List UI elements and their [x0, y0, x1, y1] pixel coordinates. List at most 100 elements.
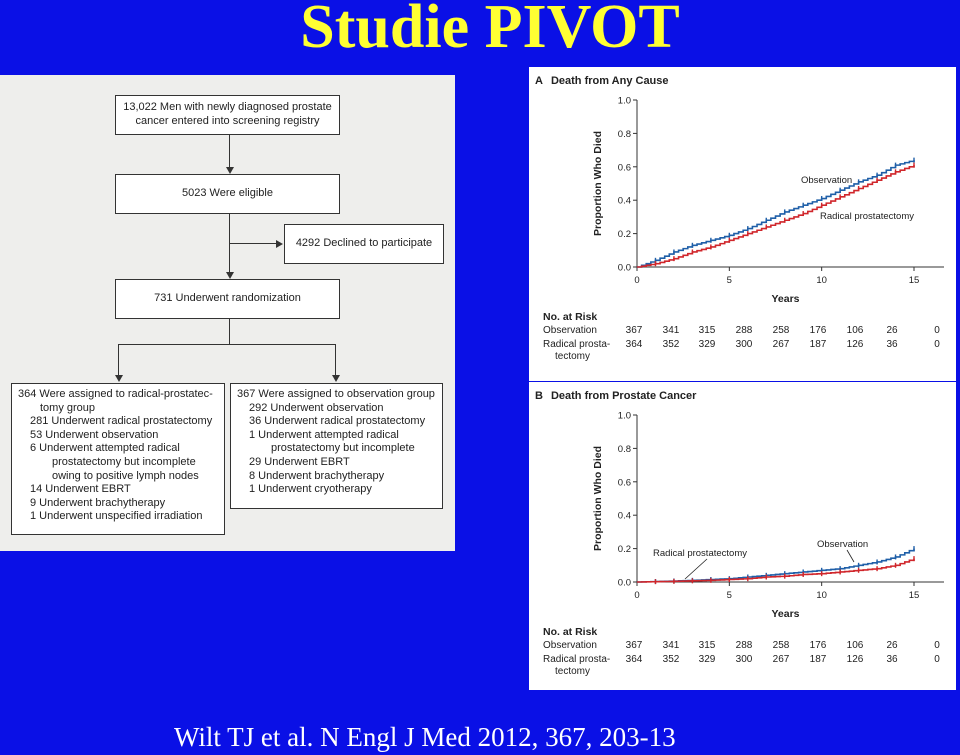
slide-title: Studie PIVOT: [300, 0, 680, 61]
x-tick-label: 5: [727, 590, 732, 601]
risk-table-any-cause: No. at Risk Observation 367 341 315 288 258 176…: [529, 311, 956, 381]
risk-count: 176: [809, 640, 827, 651]
risk-count: 267: [772, 654, 790, 665]
radical-prostatectomy-arm-box: 364 Were assigned to radical-prostatec- …: [11, 383, 225, 535]
arm-line: 1 Underwent unspecified irradiation: [30, 510, 203, 523]
arrow-down-icon: [225, 167, 234, 174]
y-tick-label: 0.4: [618, 511, 631, 522]
arm-line: 292 Underwent observation: [249, 401, 384, 414]
curve-annotation: Observation: [817, 539, 868, 550]
randomization-box: 731 Underwent randomization: [115, 279, 340, 319]
risk-count: 315: [698, 325, 716, 336]
risk-count: 0: [934, 640, 940, 651]
arm-line: 6 Underwent attempted radical: [30, 442, 180, 455]
risk-count: 329: [698, 654, 716, 665]
panel-label: A: [535, 75, 543, 87]
risk-count: 36: [886, 339, 898, 350]
series-line-observation: [637, 160, 915, 268]
x-tick-label: 10: [816, 275, 827, 286]
arrow-down-icon: [225, 272, 234, 279]
risk-row-label: Observation: [543, 325, 597, 336]
y-tick-label: 0.2: [618, 544, 631, 555]
curve-annotation: Radical prostatectomy: [653, 548, 747, 559]
risk-count: 367: [625, 325, 643, 336]
y-tick-label: 0.0: [618, 578, 631, 589]
risk-count: 106: [846, 325, 864, 336]
eligible-label: 5023 Were eligible: [182, 187, 273, 200]
screening-line-1: 13,022 Men with newly diagnosed prostate: [123, 101, 332, 114]
risk-count: 26: [886, 640, 898, 651]
risk-count: 187: [809, 654, 827, 665]
connector: [118, 344, 120, 376]
risk-count: 288: [735, 640, 753, 651]
risk-count: 126: [846, 654, 864, 665]
connector: [229, 319, 231, 344]
arm-line: 53 Underwent observation: [30, 428, 159, 441]
risk-count: 267: [772, 339, 790, 350]
y-tick-label: 0.2: [618, 229, 631, 240]
risk-count: 364: [625, 339, 643, 350]
y-tick-label: 1.0: [618, 96, 631, 107]
risk-count: 341: [662, 325, 680, 336]
declined-box: 4292 Declined to participate: [284, 224, 444, 264]
risk-count: 300: [735, 654, 753, 665]
risk-count: 288: [735, 325, 753, 336]
annotation-leader: [684, 558, 708, 580]
panel-heading: A Death from Any Cause: [535, 75, 669, 87]
risk-count: 176: [809, 325, 827, 336]
risk-count: 315: [698, 640, 716, 651]
eligible-box: 5023 Were eligible: [115, 174, 340, 214]
x-tick-label: 0: [634, 275, 639, 286]
annotation-leader: [846, 549, 855, 563]
risk-count: 0: [934, 325, 940, 336]
arrow-down-icon: [331, 375, 340, 382]
y-axis-label: Proportion Who Died: [592, 446, 604, 551]
y-tick-label: 0.6: [618, 162, 631, 173]
arm-line: 8 Underwent brachytherapy: [249, 469, 385, 482]
risk-table-prostate-cancer: No. at Risk Observation 367 341 315 288 258 176…: [529, 626, 956, 690]
x-axis-label: Years: [771, 608, 799, 620]
risk-row-label: Observation: [543, 640, 597, 651]
y-tick-label: 1.0: [618, 411, 631, 422]
declined-label: 4292 Declined to participate: [295, 237, 433, 250]
x-tick-label: 5: [727, 275, 732, 286]
chart-title: Death from Prostate Cancer: [551, 390, 697, 402]
consort-flowchart: 13,022 Men with newly diagnosed prostate…: [0, 75, 455, 551]
y-tick-label: 0.0: [618, 263, 631, 274]
risk-count: 258: [772, 640, 790, 651]
risk-count: 300: [735, 339, 753, 350]
risk-count: 341: [662, 640, 680, 651]
risk-count: 0: [934, 654, 940, 665]
y-tick-label: 0.8: [618, 444, 631, 455]
connector: [229, 135, 231, 168]
risk-count: 258: [772, 325, 790, 336]
observation-arm-box: 367 Were assigned to observation group 2…: [230, 383, 443, 509]
risk-count: 352: [662, 339, 680, 350]
risk-heading: No. at Risk: [543, 311, 598, 323]
km-panel-prostate-cancer: B Death from Prostate Cancer 0.0 0.2 0.4 0.6 0…: [529, 382, 956, 690]
x-tick-label: 15: [909, 590, 920, 601]
chart-title: Death from Any Cause: [551, 75, 669, 87]
curve-annotation: Radical prostatectomy: [820, 211, 914, 222]
arm-line: owing to positive lymph nodes: [52, 469, 199, 482]
risk-row-label: Radical prosta-tectomy: [543, 654, 611, 677]
risk-count: 187: [809, 339, 827, 350]
arrow-right-icon: [276, 240, 283, 248]
risk-count: 106: [846, 640, 864, 651]
risk-count: 26: [886, 325, 898, 336]
connector: [118, 344, 336, 346]
risk-count: 0: [934, 339, 940, 350]
x-tick-label: 0: [634, 590, 639, 601]
series-line-radical-prostatectomy: [637, 558, 915, 583]
randomization-label: 731 Underwent randomization: [154, 292, 301, 305]
x-axis-label: Years: [771, 293, 799, 305]
risk-count: 352: [662, 654, 680, 665]
arrow-down-icon: [114, 375, 123, 382]
arm-line: 29 Underwent EBRT: [249, 455, 350, 468]
x-tick-label: 10: [816, 590, 827, 601]
series-line-radical-prostatectomy: [637, 165, 915, 268]
curve-annotation: Observation: [801, 175, 852, 186]
y-axis-label: Proportion Who Died: [592, 131, 604, 236]
arm-line: 364 Were assigned to radical-prostatec-: [18, 388, 213, 400]
risk-count: 329: [698, 339, 716, 350]
